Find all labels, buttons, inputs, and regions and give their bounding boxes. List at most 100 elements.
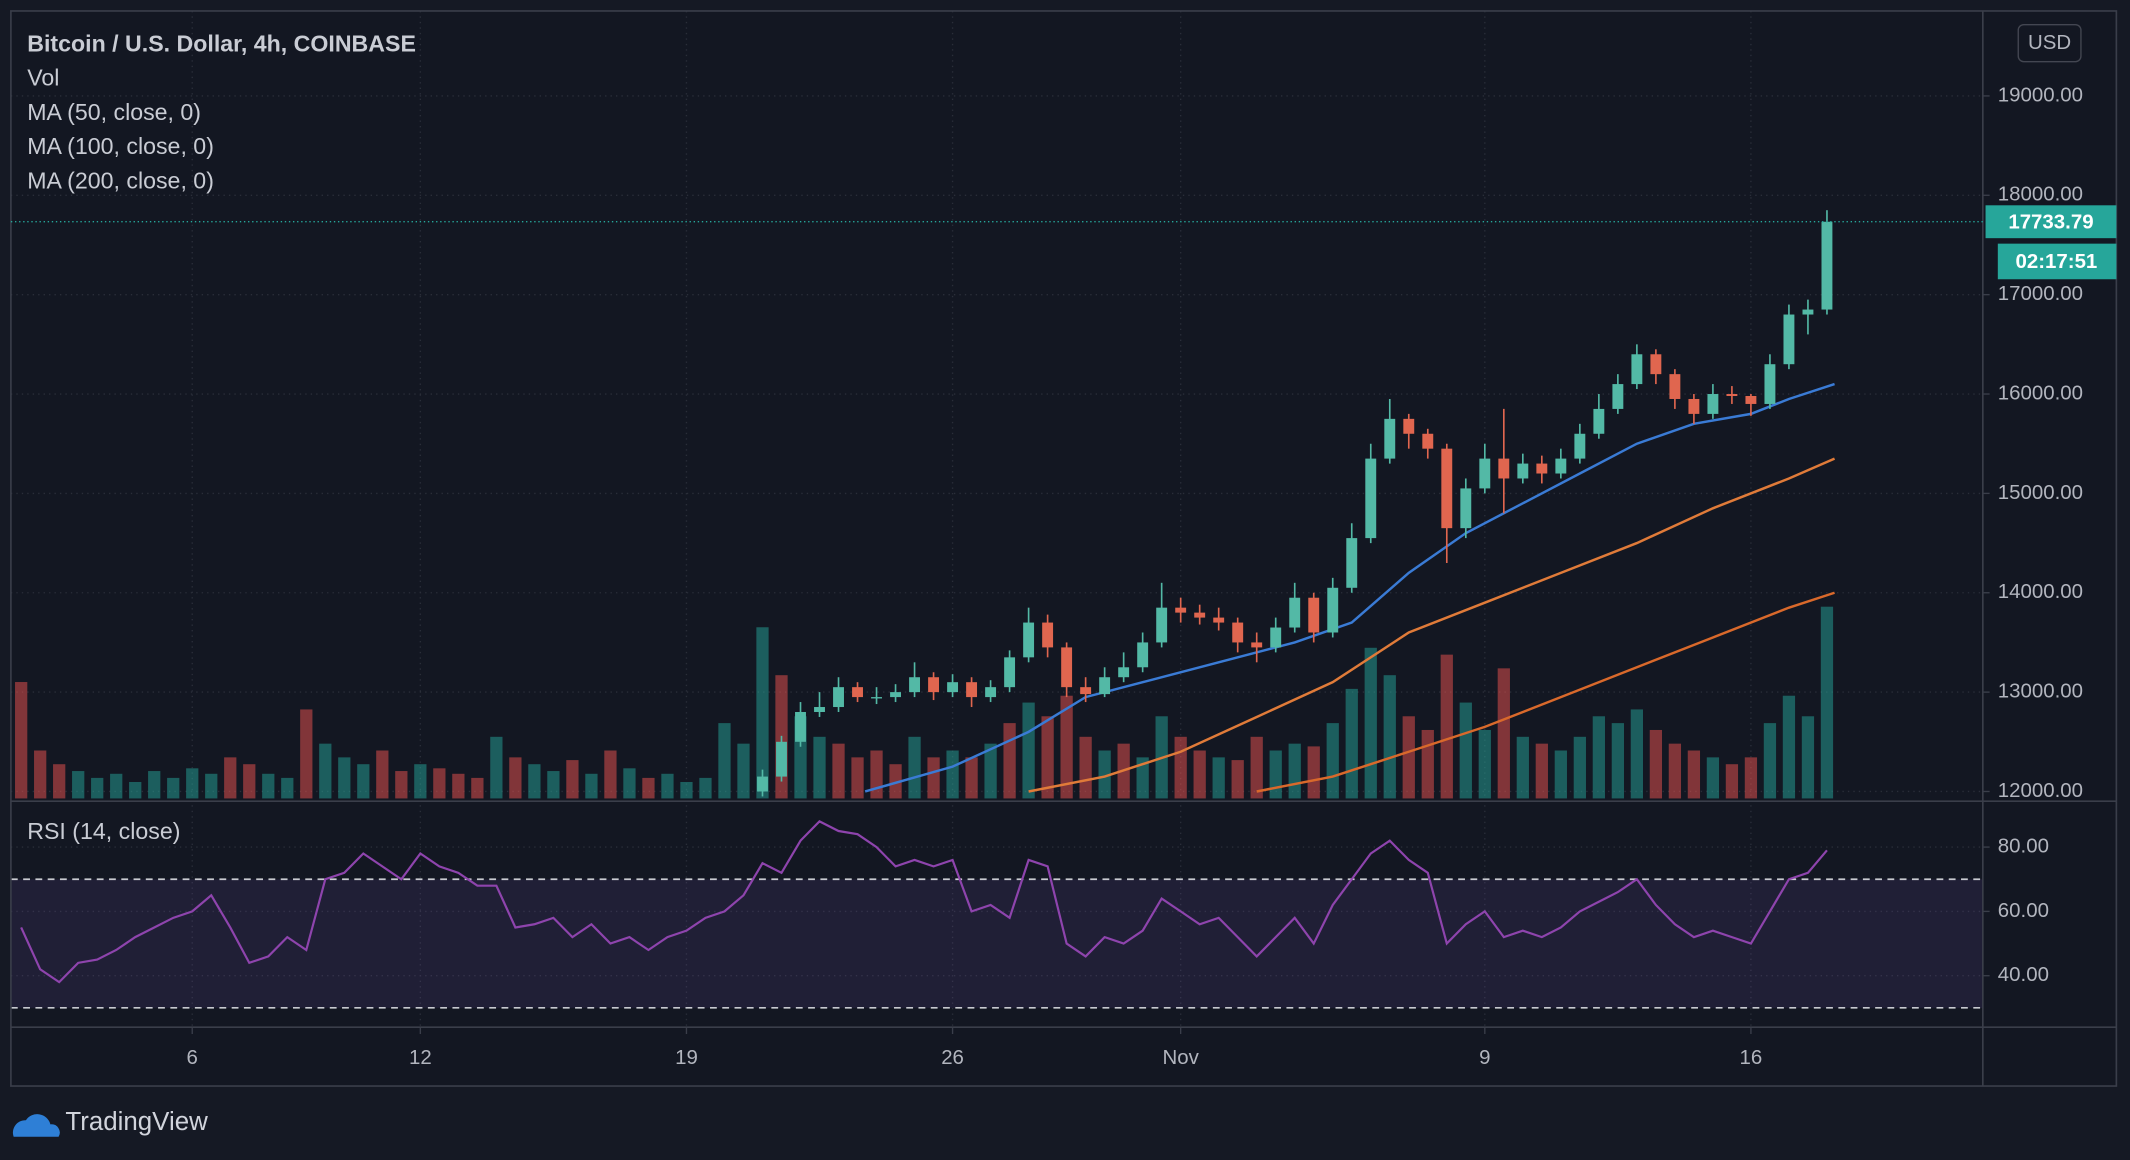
candle-body xyxy=(1821,221,1833,310)
volume-bar xyxy=(889,764,902,799)
volume-bar xyxy=(186,768,199,799)
candle-body xyxy=(947,682,959,693)
candle-body xyxy=(1213,617,1225,623)
x-tick-label: 9 xyxy=(1479,1046,1490,1069)
volume-bar xyxy=(623,768,636,799)
candle-body xyxy=(1745,396,1757,404)
volume-bar xyxy=(1573,736,1586,799)
volume-bar xyxy=(1725,764,1739,799)
brand[interactable]: TradingView xyxy=(65,1108,208,1136)
candle-body xyxy=(1251,642,1263,648)
tradingview-logo[interactable]: TradingView xyxy=(12,1108,208,1137)
ma-legend: MA (100, close, 0) xyxy=(27,133,214,159)
volume-bar xyxy=(129,782,142,799)
candle-body xyxy=(909,677,921,693)
candle-body xyxy=(1631,354,1643,385)
volume-bar xyxy=(1820,606,1834,799)
ma-legend: MA (200, close, 0) xyxy=(27,167,214,193)
price-pane xyxy=(15,210,1836,799)
candle-body xyxy=(1270,627,1282,648)
volume-bar xyxy=(1497,668,1510,799)
y-tick-label: 17000.00 xyxy=(1998,282,2083,305)
volume-bar xyxy=(908,736,921,799)
volume-bar xyxy=(224,757,237,799)
volume-bar xyxy=(91,777,104,799)
x-tick-label: Nov xyxy=(1162,1046,1199,1069)
moving-average xyxy=(1028,457,1836,793)
currency-button[interactable] xyxy=(2017,23,2082,63)
volume-bar xyxy=(1649,729,1663,799)
volume-bar xyxy=(319,743,332,799)
candle-body xyxy=(1403,418,1415,434)
last-price-tag xyxy=(1985,205,2117,239)
volume-bar xyxy=(490,736,503,799)
volume-bar xyxy=(566,760,579,799)
rsi-pane xyxy=(10,820,1983,1009)
volume-bar xyxy=(1345,688,1358,799)
volume-legend: Vol xyxy=(27,65,59,91)
volume-bar xyxy=(72,771,85,799)
currency-label[interactable]: USD xyxy=(2028,31,2071,54)
y-tick-label: 19000.00 xyxy=(1998,83,2083,106)
volume-bar xyxy=(471,777,484,799)
volume-bar xyxy=(1193,750,1206,799)
x-tick-label: 26 xyxy=(941,1046,964,1069)
candle-body xyxy=(1118,667,1130,678)
volume-bar xyxy=(1801,716,1815,799)
volume-bar xyxy=(452,773,465,799)
volume-bar xyxy=(395,771,408,799)
volume-bar xyxy=(357,764,370,799)
candle-body xyxy=(1726,394,1738,397)
y-tick-label: 60.00 xyxy=(1998,899,2049,922)
volume-bar xyxy=(1516,736,1529,799)
candle-body xyxy=(814,707,825,712)
moving-average xyxy=(1256,591,1835,793)
candle-body xyxy=(1650,354,1662,375)
candle-body xyxy=(1555,458,1567,474)
candle-body xyxy=(1194,612,1206,618)
volume-bar xyxy=(1687,750,1701,799)
last-price-label: 17733.79 xyxy=(2008,210,2093,233)
volume-bar xyxy=(661,773,674,799)
volume-bar xyxy=(870,750,883,799)
candle-body xyxy=(1327,587,1339,633)
candle-body xyxy=(1783,314,1795,365)
candle-body xyxy=(776,741,787,777)
candle-body xyxy=(1688,398,1700,414)
volume-bar xyxy=(1478,729,1491,799)
volume-bar xyxy=(1668,743,1682,799)
volume-bar xyxy=(528,764,541,799)
volume-bar xyxy=(509,757,522,799)
volume-bar xyxy=(1022,702,1035,799)
y-tick-label: 40.00 xyxy=(1998,963,2049,986)
volume-bar xyxy=(604,750,617,799)
volume-bar xyxy=(1060,695,1073,799)
volume-bar xyxy=(1383,675,1396,799)
volume-bar xyxy=(851,757,864,799)
candle-body xyxy=(1137,642,1149,668)
candle-body xyxy=(1498,458,1510,479)
volume-bar xyxy=(1212,757,1225,799)
volume-bar xyxy=(433,768,446,799)
y-tick-label: 80.00 xyxy=(1998,834,2049,857)
ma-legend: MA (50, close, 0) xyxy=(27,99,201,125)
volume-bar xyxy=(148,771,161,799)
candle-body xyxy=(833,687,844,708)
logo-icon[interactable] xyxy=(12,1114,60,1137)
volume-bar xyxy=(813,736,826,799)
volume-bar xyxy=(1003,723,1016,799)
volume-bar xyxy=(1459,702,1472,799)
volume-bar xyxy=(1744,757,1758,799)
volume-bar xyxy=(167,777,180,799)
volume-bar xyxy=(927,757,940,799)
candle-body xyxy=(1289,597,1301,628)
candle-body xyxy=(1346,538,1358,588)
candle-body xyxy=(1042,622,1054,648)
volume-bar xyxy=(946,750,959,799)
candle-body xyxy=(1099,677,1111,695)
candle-body xyxy=(1593,408,1605,434)
countdown-tag xyxy=(1997,243,2117,280)
y-tick-label: 18000.00 xyxy=(1998,183,2083,206)
x-tick-label: 19 xyxy=(675,1046,698,1069)
y-tick-label: 13000.00 xyxy=(1998,679,2083,702)
